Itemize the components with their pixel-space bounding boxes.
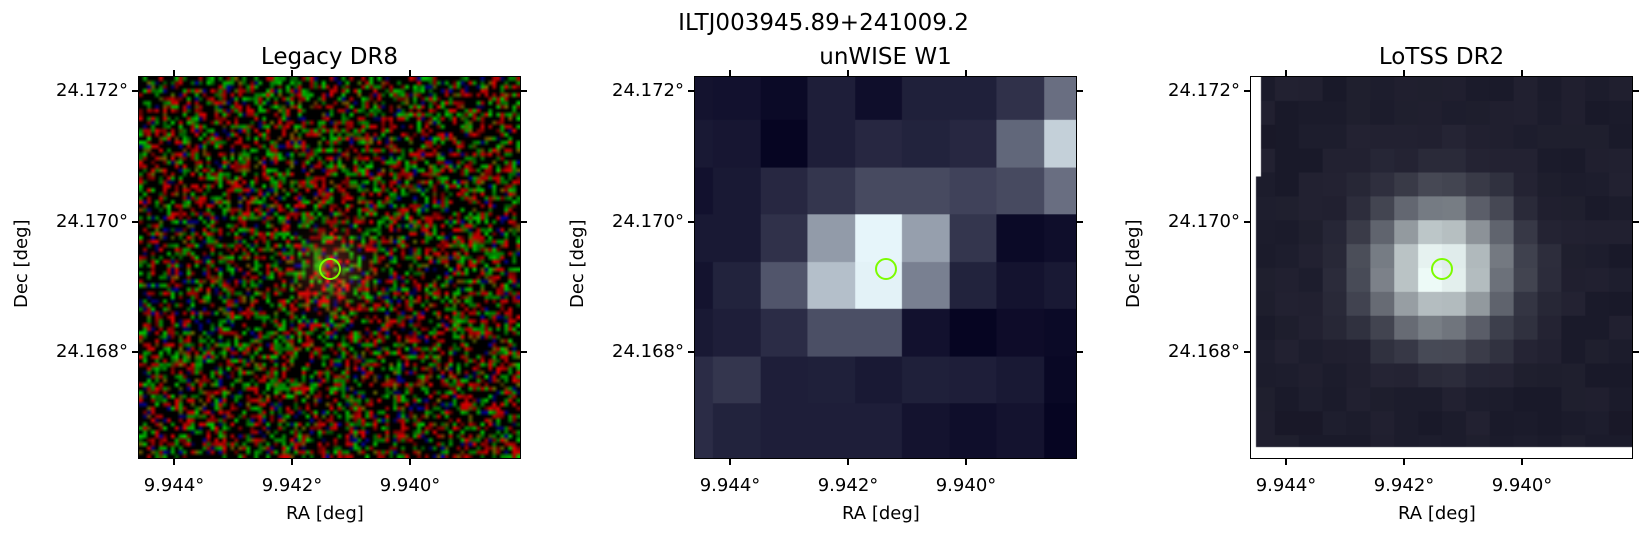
y-tick	[1244, 221, 1250, 223]
panel-title: LoTSS DR2	[1378, 44, 1505, 70]
y-tick	[688, 351, 694, 353]
x-tick	[291, 459, 293, 465]
source-position-marker	[319, 258, 341, 280]
panel-lotss-dr2: LoTSS DR2 24.172° 24.170° 24.168° 9.944°…	[1112, 0, 1647, 539]
y-tick	[1633, 90, 1639, 92]
x-tick-label: 9.944°	[143, 475, 205, 496]
x-tick	[1403, 70, 1405, 76]
x-tick	[173, 459, 175, 465]
x-tick	[409, 70, 411, 76]
y-tick-label: 24.172°	[612, 80, 684, 101]
y-axis-label: Dec [deg]	[11, 219, 32, 308]
x-tick	[409, 459, 411, 465]
x-tick	[965, 459, 967, 465]
x-tick	[1521, 459, 1523, 465]
figure-title: ILTJ003945.89+241009.2	[678, 10, 969, 36]
x-tick-label: 9.944°	[699, 475, 761, 496]
y-tick	[1077, 351, 1083, 353]
y-tick	[132, 221, 138, 223]
y-tick	[1633, 221, 1639, 223]
y-tick-label: 24.168°	[56, 341, 128, 362]
x-tick	[847, 459, 849, 465]
panel-legacy-dr8: Legacy DR8 24.172° 24.170° 24.168° 9.944…	[0, 0, 560, 539]
y-tick	[521, 351, 527, 353]
panel-unwise-w1: unWISE W1 24.172° 24.170° 24.168° 9.944°…	[556, 0, 1101, 539]
x-tick-label: 9.942°	[817, 475, 879, 496]
y-tick	[132, 90, 138, 92]
panel-title: unWISE W1	[819, 44, 952, 70]
y-tick	[688, 221, 694, 223]
y-tick-label: 24.170°	[612, 211, 684, 232]
x-tick	[729, 459, 731, 465]
image-lotss-dr2	[1250, 76, 1633, 459]
y-tick	[1244, 351, 1250, 353]
panel-title: Legacy DR8	[260, 44, 399, 70]
x-tick	[291, 70, 293, 76]
image-unwise-w1	[694, 76, 1077, 459]
y-tick-label: 24.170°	[1168, 211, 1240, 232]
x-tick-label: 9.942°	[261, 475, 323, 496]
source-position-marker	[875, 258, 897, 280]
y-axis-label: Dec [deg]	[1123, 219, 1144, 308]
x-axis-label: RA [deg]	[842, 503, 920, 524]
image-legacy-dr8	[138, 76, 521, 459]
x-tick-label: 9.940°	[1491, 475, 1553, 496]
y-tick-label: 24.170°	[56, 211, 128, 232]
x-tick-label: 9.940°	[935, 475, 997, 496]
x-tick-label: 9.940°	[379, 475, 441, 496]
x-tick	[965, 70, 967, 76]
x-tick	[1403, 459, 1405, 465]
y-tick	[132, 351, 138, 353]
y-tick	[1077, 221, 1083, 223]
y-tick	[688, 90, 694, 92]
y-tick-label: 24.168°	[1168, 341, 1240, 362]
x-axis-label: RA [deg]	[1398, 503, 1476, 524]
x-tick	[1285, 459, 1287, 465]
y-tick-label: 24.172°	[56, 80, 128, 101]
x-tick-label: 9.944°	[1255, 475, 1317, 496]
y-tick-label: 24.168°	[612, 341, 684, 362]
y-tick	[521, 221, 527, 223]
y-tick	[521, 90, 527, 92]
x-axis-label: RA [deg]	[286, 503, 364, 524]
x-tick-label: 9.942°	[1373, 475, 1435, 496]
source-position-marker	[1431, 258, 1453, 280]
x-tick	[173, 70, 175, 76]
x-tick	[729, 70, 731, 76]
x-tick	[1285, 70, 1287, 76]
y-tick	[1077, 90, 1083, 92]
x-tick	[1521, 70, 1523, 76]
x-tick	[847, 70, 849, 76]
y-axis-label: Dec [deg]	[567, 219, 588, 308]
y-tick	[1633, 351, 1639, 353]
y-tick-label: 24.172°	[1168, 80, 1240, 101]
y-tick	[1244, 90, 1250, 92]
